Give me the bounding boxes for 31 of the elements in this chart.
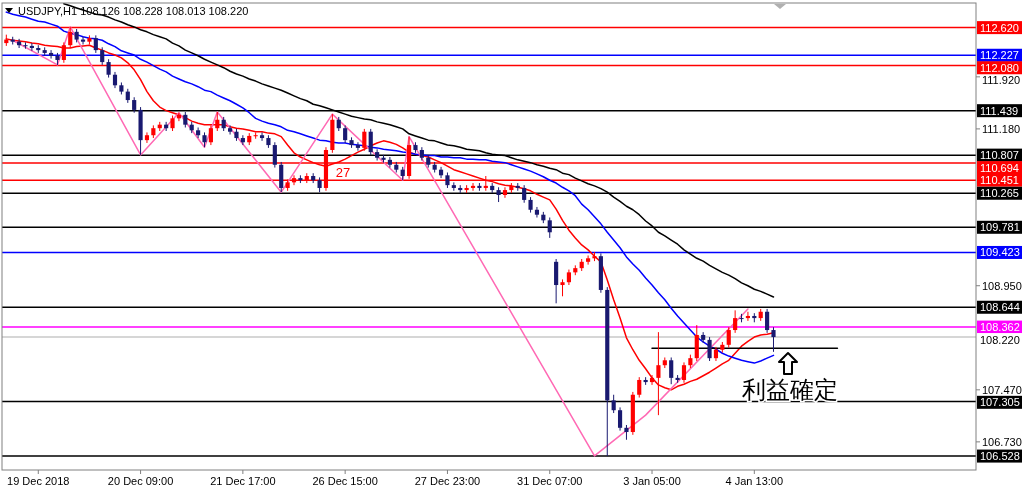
x-tick-label: 19 Dec 2018: [7, 475, 70, 487]
ref-line-label: 110.265: [980, 187, 1019, 200]
annotation: 27: [335, 165, 351, 180]
x-tick-label: 4 Jan 13:00: [725, 475, 784, 487]
annotation: 利益確定: [742, 376, 838, 403]
ref-line-label: 106.528: [980, 450, 1020, 463]
y-tick-label: 111.920: [982, 74, 1021, 87]
ref-line-label: 109.423: [980, 246, 1020, 259]
ref-line-label: 108.220: [980, 333, 1020, 346]
ref-line-label: 112.227: [980, 49, 1019, 62]
chart-title: USDJPY,H1 108.126 108.228 108.013 108.220: [18, 5, 249, 17]
y-tick-label: 111.180: [982, 122, 1021, 135]
ref-line-label: 111.439: [980, 104, 1019, 117]
ref-line-label: 112.080: [980, 61, 1019, 74]
y-tick-label: 108.950: [982, 279, 1022, 292]
ref-line-label: 112.620: [980, 21, 1019, 34]
x-tick-label: 27 Dec 23:00: [414, 475, 481, 487]
ref-line-label: 109.781: [980, 221, 1020, 234]
y-tick-label: 107.470: [982, 383, 1022, 396]
x-tick-label: 26 Dec 15:00: [312, 475, 378, 487]
ref-line-label: 108.362: [980, 321, 1020, 334]
ref-line-label: 108.644: [980, 301, 1020, 314]
x-tick-label: 31 Dec 07:00: [517, 475, 583, 487]
ref-line-label: 110.807: [980, 149, 1019, 162]
x-tick-label: 3 Jan 05:00: [623, 475, 681, 487]
y-tick-label: 106.730: [982, 435, 1022, 448]
ref-line-label: 110.694: [980, 161, 1019, 174]
x-tick-label: 21 Dec 17:00: [210, 475, 276, 487]
ref-line-label: 107.305: [980, 396, 1020, 409]
x-tick-label: 20 Dec 09:00: [107, 475, 174, 487]
ref-line-label: 110.451: [980, 174, 1019, 187]
